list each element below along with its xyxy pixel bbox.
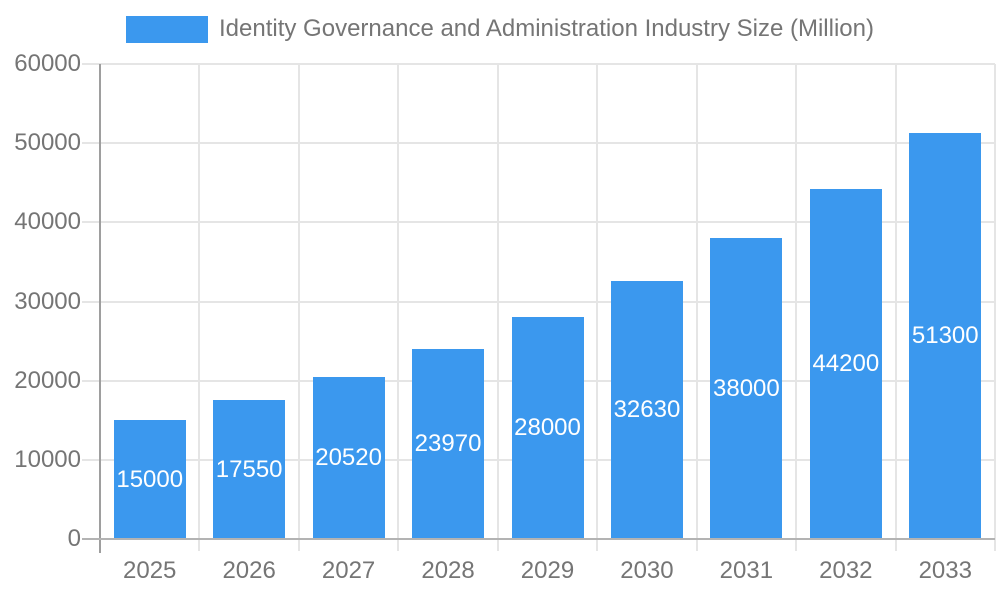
bar[interactable]: 17550	[213, 400, 286, 539]
x-axis-tick-label: 2027	[321, 557, 376, 584]
gridline-horizontal	[82, 142, 995, 145]
x-axis-tick-label: 2026	[222, 557, 276, 584]
bar[interactable]: 23970	[412, 349, 485, 539]
bar-value-label: 44200	[812, 350, 880, 378]
y-axis-tick-label: 0	[67, 525, 81, 552]
x-axis-tick-label: 2030	[620, 557, 674, 584]
x-axis-tick-label: 2025	[123, 557, 177, 584]
y-axis-tick-label: 60000	[14, 50, 81, 77]
legend-swatch	[126, 15, 208, 43]
legend-label: Identity Governance and Administration I…	[219, 15, 874, 42]
x-axis-tick-label: 2029	[520, 557, 575, 584]
gridline-vertical	[297, 64, 300, 551]
y-axis-tick-label: 10000	[14, 445, 81, 473]
y-axis-tick-label: 50000	[14, 129, 81, 157]
x-axis-baseline	[82, 538, 995, 540]
gridline-vertical	[994, 64, 996, 551]
legend[interactable]: Identity Governance and Administration I…	[0, 15, 1000, 43]
bar[interactable]: 28000	[511, 317, 584, 539]
bar-value-label: 32630	[613, 395, 681, 423]
x-axis-tick-label: 2028	[421, 557, 475, 584]
gridline-vertical	[795, 64, 798, 551]
gridline-vertical	[397, 64, 400, 551]
x-axis-tick-label: 2033	[918, 557, 972, 584]
gridline-vertical	[596, 64, 599, 551]
bar-value-label: 15000	[116, 465, 184, 493]
y-axis-tick-label: 30000	[14, 287, 81, 315]
bar[interactable]: 15000	[113, 420, 186, 539]
gridline-vertical	[894, 64, 897, 551]
gridline-horizontal	[82, 300, 995, 303]
gridline-horizontal	[82, 221, 995, 224]
y-axis-tick-label: 20000	[14, 366, 81, 394]
plot-area: 0 10000 20000 30000 40000 50000 60000 15000 1755…	[14, 52, 996, 584]
gridline-vertical	[695, 64, 698, 551]
y-axis-tick-label: 40000	[14, 208, 81, 236]
bar[interactable]: 38000	[710, 238, 783, 539]
bar[interactable]: 32630	[610, 280, 683, 539]
bar-value-label: 38000	[713, 374, 780, 402]
bar[interactable]: 44200	[809, 189, 882, 539]
x-axis-tick-label: 2032	[819, 557, 873, 584]
bar-value-label: 51300	[911, 321, 979, 349]
gridline-vertical	[496, 64, 499, 551]
bar[interactable]: 51300	[909, 132, 982, 539]
x-axis-tick-label: 2031	[719, 557, 774, 584]
gridline-vertical	[198, 64, 201, 551]
bar[interactable]: 20520	[312, 376, 385, 539]
gridline-horizontal	[82, 63, 995, 65]
bar-value-label: 28000	[514, 414, 581, 442]
y-axis-line	[99, 64, 101, 553]
bar-value-label: 17550	[215, 455, 283, 483]
bar-value-label: 20520	[315, 443, 382, 471]
bar-value-label: 23970	[414, 430, 482, 458]
